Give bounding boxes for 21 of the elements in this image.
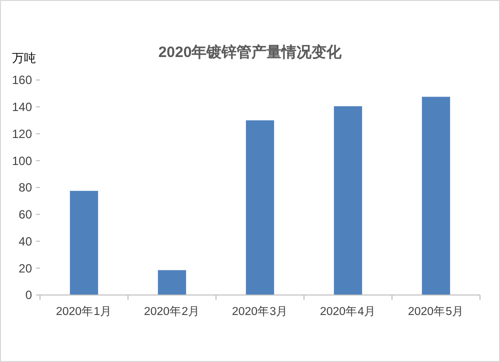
bar xyxy=(246,120,274,295)
y-tick-label: 60 xyxy=(18,208,32,222)
x-tick-label: 2020年1月 xyxy=(56,305,112,318)
x-tick-label: 2020年3月 xyxy=(232,305,288,318)
y-axis-title: 万吨 xyxy=(12,51,36,65)
y-tick-label: 40 xyxy=(18,234,32,248)
y-tick-label: 80 xyxy=(18,180,32,195)
bar xyxy=(422,96,450,295)
bar xyxy=(70,190,98,295)
bar xyxy=(334,106,362,295)
y-tick-label: 160 xyxy=(12,73,32,88)
chart-title: 2020年镀锌管产量情况变化 xyxy=(158,43,343,61)
y-tick-label: 20 xyxy=(18,261,32,276)
x-tick-label: 2020年5月 xyxy=(408,305,464,318)
bar xyxy=(158,270,186,295)
y-tick-label: 140 xyxy=(12,100,32,114)
y-tick-label: 100 xyxy=(12,154,32,168)
x-tick-label: 2020年4月 xyxy=(320,305,376,318)
y-tick-label: 120 xyxy=(12,126,32,141)
y-tick-label: 0 xyxy=(25,288,32,302)
x-tick-label: 2020年2月 xyxy=(144,305,200,318)
